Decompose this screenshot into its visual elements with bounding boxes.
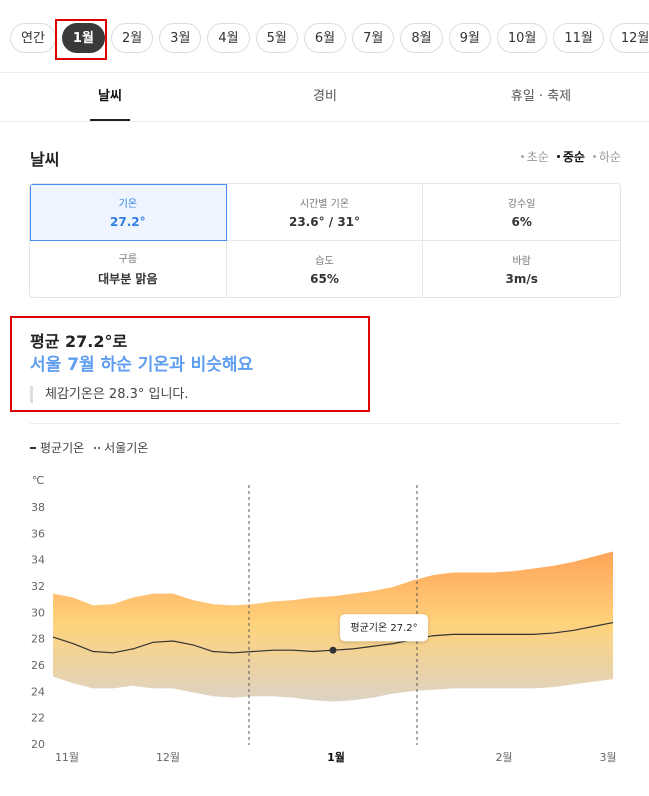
- card-value: 65%: [310, 271, 339, 286]
- weather-card[interactable]: 시간별 기온 23.6° / 31°: [226, 184, 424, 241]
- divider: [0, 72, 649, 73]
- x-tick-label: 3월: [599, 751, 616, 764]
- summary-comparison: 서울 7월 하순 기온과 비슷해요: [30, 355, 254, 375]
- month-tab[interactable]: 6월: [303, 23, 347, 53]
- legend-entry: 서울기온: [94, 439, 148, 456]
- x-tick-label: 2월: [495, 751, 512, 764]
- card-label: 강수일: [507, 198, 536, 210]
- chart: ℃ 20 22 24 26 28 30 32 34 36 38 11월 12월 1월 2월 3월 평균기온 2…: [31, 474, 617, 764]
- highlight-box: [55, 19, 107, 60]
- y-tick-label: 20: [31, 738, 45, 751]
- card-value: 3m/s: [505, 271, 538, 286]
- month-tab[interactable]: 7월: [352, 23, 395, 53]
- legend: 평균기온 서울기온: [30, 439, 148, 456]
- tooltip-text: 평균기온 27.2°: [350, 622, 417, 634]
- card-label: 구름: [118, 254, 138, 266]
- bullet: [592, 155, 596, 158]
- legend-label: 평균기온: [40, 441, 85, 455]
- summary-note: 체감기온은 28.3° 입니다.: [30, 386, 189, 403]
- summary-headline: 평균 27.2°로: [30, 332, 128, 351]
- month-tab[interactable]: 2월: [110, 23, 154, 53]
- highlight-point: [329, 646, 337, 654]
- y-tick-label: 30: [31, 606, 45, 619]
- weather-card[interactable]: 강수일 6%: [423, 184, 620, 241]
- y-unit: ℃: [32, 474, 44, 487]
- card-label: 바람: [512, 255, 531, 267]
- highlight-box: [10, 316, 370, 412]
- tooltip-box: [340, 614, 428, 642]
- card-label: 기온: [118, 198, 138, 210]
- y-tick-label: 34: [31, 554, 45, 567]
- period-label: 초순: [526, 150, 549, 164]
- card-value: 23.6° / 31°: [288, 214, 361, 229]
- y-tick-label: 26: [31, 659, 45, 672]
- x-tick-label: 1월: [327, 750, 345, 764]
- y-tick-label: 28: [31, 633, 45, 646]
- section-title: 날씨: [30, 150, 60, 169]
- month-tab[interactable]: 3월: [159, 23, 202, 53]
- card-value: 대부분 맑음: [98, 272, 158, 287]
- weather-card[interactable]: 바람 3m/s: [423, 241, 620, 298]
- month-tab[interactable]: 11월: [553, 23, 604, 53]
- section-tab[interactable]: 휴일 · 축제: [510, 89, 572, 104]
- month-tab[interactable]: 4월: [207, 23, 250, 53]
- divider: [0, 121, 649, 122]
- period-label: 하순: [598, 150, 621, 164]
- month-tab[interactable]: 8월: [400, 23, 443, 53]
- y-tick-label: 24: [31, 685, 45, 698]
- legend-entry: 평균기온: [30, 439, 84, 456]
- y-tick-label: 36: [31, 527, 45, 540]
- card-label: 시간별 기온: [299, 198, 350, 210]
- section-tab[interactable]: 경비: [313, 89, 337, 104]
- month-tab[interactable]: 5월: [255, 23, 298, 53]
- section-tab[interactable]: 날씨: [90, 73, 130, 121]
- temperature-band: [53, 551, 613, 702]
- legend-icon: [30, 446, 36, 449]
- month-tab[interactable]: 10월: [496, 23, 548, 53]
- month-tab[interactable]: 연간: [10, 23, 56, 53]
- period-label: 중순: [562, 150, 585, 164]
- period-option[interactable]: 하순: [592, 148, 621, 165]
- month-tab[interactable]: 12월: [609, 23, 649, 53]
- card-label: 습도: [315, 255, 334, 267]
- section-tabs: 날씨 경비 휴일 · 축제: [0, 73, 649, 121]
- x-tick-label: 12월: [156, 751, 180, 764]
- period-filter: 초순 중순 하순: [520, 148, 621, 165]
- y-tick-label: 22: [31, 712, 45, 725]
- weather-card[interactable]: 습도 65%: [227, 240, 424, 297]
- y-tick-label: 38: [31, 501, 45, 514]
- month-tab[interactable]: 1월: [61, 23, 105, 53]
- divider: [30, 423, 621, 424]
- legend-label: 서울기온: [104, 441, 149, 455]
- month-tab[interactable]: 9월: [448, 23, 491, 53]
- bullet: [520, 155, 524, 158]
- period-option[interactable]: 중순: [556, 148, 585, 165]
- weather-card[interactable]: 기온 27.2°: [30, 184, 227, 241]
- card-value: 27.2°: [110, 214, 146, 229]
- month-tabs: 연간 1월 2월 3월 4월 5월 6월 7월 8월 9월 10월 11월 12월: [10, 23, 649, 53]
- card-value: 6%: [511, 214, 532, 229]
- x-tick-label: 11월: [55, 751, 79, 764]
- legend-icon: [94, 446, 101, 449]
- bullet: [556, 155, 560, 158]
- y-tick-label: 32: [31, 580, 45, 593]
- period-option[interactable]: 초순: [520, 148, 549, 165]
